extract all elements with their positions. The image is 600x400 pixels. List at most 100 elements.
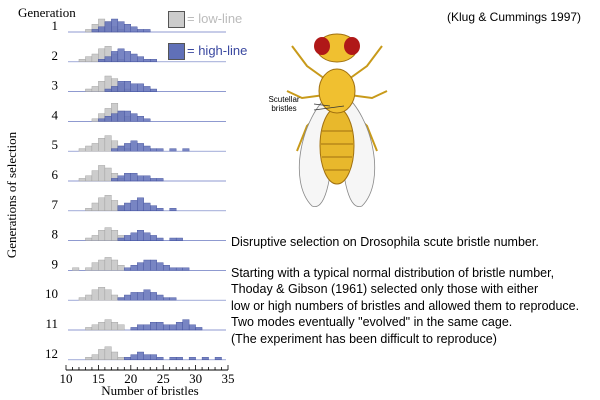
low-line-bar xyxy=(91,235,99,241)
high-line-bar xyxy=(182,148,190,152)
high-line-bar xyxy=(111,148,119,152)
high-line-bar xyxy=(104,88,112,92)
high-line-bar xyxy=(150,205,157,212)
high-line-legend-label: = high-line xyxy=(187,43,248,58)
generation-label: 10 xyxy=(45,286,58,301)
low-line-bar xyxy=(85,56,93,62)
low-line-bar xyxy=(104,257,112,271)
high-line-bar xyxy=(169,148,177,152)
generation-row: 12 xyxy=(45,346,226,361)
high-line-bar xyxy=(104,21,112,33)
low-line-bar xyxy=(98,229,106,241)
drosophila-illustration xyxy=(286,33,388,207)
low-line-bar xyxy=(91,202,99,212)
low-line-bar xyxy=(117,265,125,271)
high-line-bar xyxy=(169,324,177,331)
high-line-bar xyxy=(188,324,196,331)
low-line-bar xyxy=(104,227,112,241)
low-line-bar xyxy=(111,322,119,331)
generation-row: 5 xyxy=(52,135,226,152)
high-line-bar xyxy=(130,292,138,301)
generation-row: 8 xyxy=(52,227,226,242)
high-line-bar xyxy=(156,207,164,211)
description-line-1: Disruptive selection on Drosophila scute… xyxy=(231,235,539,249)
generation-row: 4 xyxy=(52,102,226,122)
high-line-bar xyxy=(98,118,106,122)
high-line-bar xyxy=(124,294,131,301)
high-line-bar xyxy=(214,357,222,361)
high-line-bar xyxy=(124,357,131,361)
high-line-bar xyxy=(137,143,144,152)
description-line-4: low or high numbers of bristles and allo… xyxy=(231,298,580,313)
high-line-bar xyxy=(117,205,125,212)
high-line-bar xyxy=(130,113,138,122)
low-line-bar xyxy=(78,297,86,301)
high-line-bar xyxy=(124,80,131,92)
high-line-bar xyxy=(162,297,170,301)
high-line-bar xyxy=(169,357,177,361)
high-line-bar xyxy=(162,324,170,331)
high-line-bar xyxy=(117,297,125,301)
high-line-bar xyxy=(150,235,157,241)
high-line-bar xyxy=(169,267,177,271)
high-line-bar xyxy=(137,351,144,361)
description-line-6: (The experiment has been difficult to re… xyxy=(231,331,497,346)
low-line-bar xyxy=(72,267,80,271)
x-axis: 10 15 20 25 30 35 xyxy=(60,365,235,386)
x-tick-label: 20 xyxy=(124,371,137,386)
low-line-bar xyxy=(91,289,99,301)
high-line-bar xyxy=(130,327,138,331)
high-line-bar xyxy=(175,322,183,331)
high-line-bar xyxy=(143,324,151,331)
low-line-bar xyxy=(85,267,93,271)
low-line-bar xyxy=(91,143,99,152)
generation-label: 8 xyxy=(52,227,59,242)
low-line-bar xyxy=(91,86,99,92)
high-line-bar xyxy=(156,357,164,361)
high-line-bar xyxy=(130,354,138,361)
low-line-bar xyxy=(85,145,93,152)
fly-left-eye-icon xyxy=(314,37,330,55)
generation-label: 11 xyxy=(45,316,58,331)
generation-label: 12 xyxy=(45,346,58,361)
high-line-bar xyxy=(117,110,125,122)
high-line-bar xyxy=(143,259,151,271)
citation: (Klug & Cummings 1997) xyxy=(447,10,582,24)
high-line-bar xyxy=(111,51,119,63)
generation-row: 11 xyxy=(45,316,226,331)
low-line-bar xyxy=(91,354,99,361)
high-line-bar xyxy=(124,235,131,241)
high-line-bar xyxy=(143,59,151,63)
high-line-bar xyxy=(124,24,131,33)
high-line-bar xyxy=(143,175,151,182)
description-line-2: Starting with a typical normal distribut… xyxy=(231,265,555,280)
low-line-bar xyxy=(91,53,99,63)
high-line-bar xyxy=(130,53,138,63)
fly-abdomen-icon xyxy=(319,107,355,185)
high-line-bar xyxy=(143,289,151,301)
generation-row: 7 xyxy=(52,194,226,212)
x-tick-label: 25 xyxy=(157,371,170,386)
low-line-bar xyxy=(85,29,93,33)
low-line-bar xyxy=(111,351,119,361)
low-line-bar xyxy=(98,165,106,182)
low-line-bar xyxy=(98,80,106,92)
high-line-bar xyxy=(130,140,138,152)
high-line-bar xyxy=(156,237,164,241)
high-line-bar xyxy=(169,297,177,301)
scutellar-bristles-label: Scutellar bristles xyxy=(268,95,300,113)
high-line-bar xyxy=(150,148,157,152)
y-axis-label: Generations of selection xyxy=(4,131,19,258)
low-line-bar xyxy=(104,346,112,360)
low-line-bar xyxy=(85,88,93,92)
low-line-bar xyxy=(111,259,119,271)
generation-row: 9 xyxy=(52,256,226,271)
low-line-bar xyxy=(91,170,99,182)
high-line-bar xyxy=(124,267,131,271)
high-line-bar xyxy=(162,265,170,271)
generation-label: 9 xyxy=(52,256,59,271)
high-line-bar xyxy=(137,197,144,212)
high-line-bar xyxy=(175,267,183,271)
x-tick-label: 10 xyxy=(60,371,73,386)
low-line-bar xyxy=(104,167,112,182)
